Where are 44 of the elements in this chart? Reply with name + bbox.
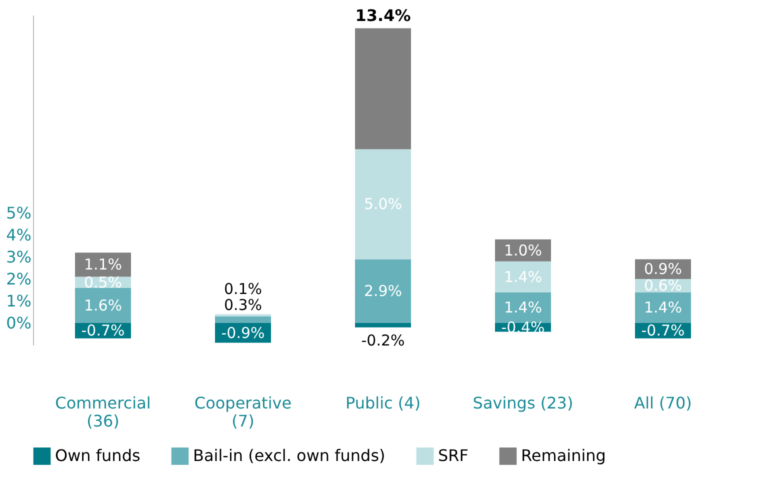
y-tick-label: 3%: [6, 248, 32, 266]
legend-label: Remaining: [521, 446, 606, 466]
data-label: -0.7%: [81, 322, 125, 340]
y-tick-label: 4%: [6, 226, 32, 244]
bar: [495, 261, 551, 292]
bar: [635, 292, 691, 323]
data-label: -0.2%: [361, 331, 405, 350]
bar: [75, 252, 131, 277]
data-label: 1.1%: [84, 256, 122, 274]
y-tick-label: 2%: [6, 270, 32, 288]
y-tick-label: 0%: [6, 314, 32, 332]
total-label: 13.4%: [355, 6, 411, 26]
bar: [355, 149, 411, 260]
x-tick-label: Cooperative (7): [194, 394, 292, 430]
data-label: -0.7%: [641, 322, 685, 340]
legend-label: Own funds: [55, 446, 140, 466]
data-label: 1.4%: [644, 298, 682, 317]
legend-label: SRF: [438, 446, 468, 466]
data-label: 1.4%: [504, 298, 542, 317]
data-label: 0.6%: [644, 276, 682, 295]
data-label: 2.9%: [364, 282, 402, 300]
bar: [75, 288, 131, 323]
bar: [355, 259, 411, 323]
x-tick-label: Savings (23): [472, 394, 574, 412]
x-tick-label: Commercial (36): [55, 394, 151, 430]
x-tick-label: Public (4): [345, 394, 421, 412]
data-label: 0.3%: [224, 296, 262, 314]
bar: [215, 316, 271, 323]
data-label: 1.4%: [504, 268, 542, 286]
data-label: 1.0%: [504, 241, 542, 260]
x-tick-label: All (70): [634, 394, 692, 412]
bar: [495, 292, 551, 323]
data-label: -0.9%: [221, 324, 265, 342]
data-label: 0.5%: [84, 273, 122, 292]
y-tick-label: 1%: [6, 292, 32, 310]
data-label: 0.9%: [644, 260, 682, 278]
data-label: 0.1%: [224, 280, 262, 298]
data-label: 5.0%: [364, 195, 402, 214]
legend-label: Bail-in (excl. own funds): [193, 446, 386, 466]
data-label: 1.6%: [84, 296, 122, 314]
y-tick-label: 5%: [6, 204, 32, 222]
data-label: -0.4%: [501, 318, 545, 336]
bar: [355, 323, 411, 328]
bar: [355, 28, 411, 150]
